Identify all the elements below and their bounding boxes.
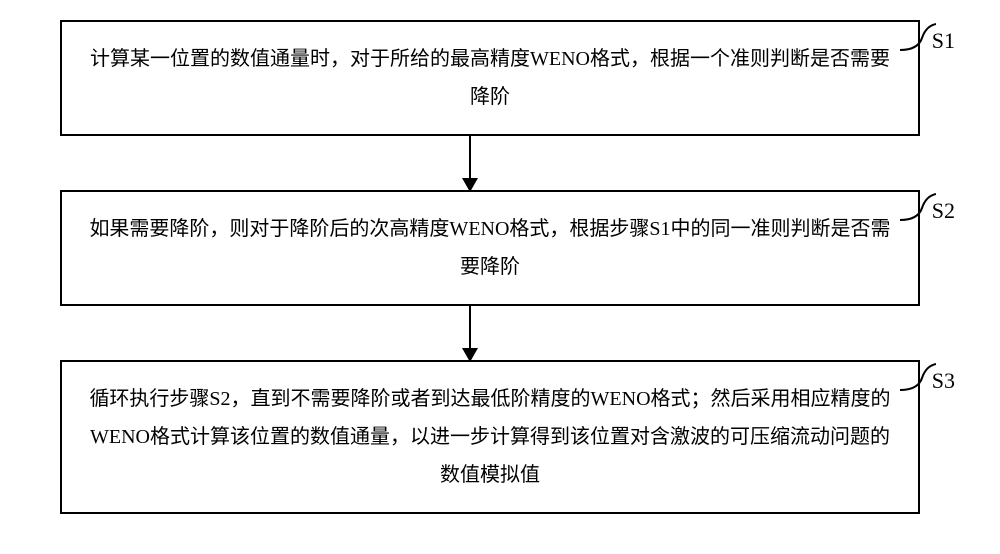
step-text-s2: 如果需要降阶，则对于降阶后的次高精度WENO格式，根据步骤S1中的同一准则判断是… (89, 218, 890, 278)
arrow-s2-s3 (469, 306, 471, 360)
arrow-container-1 (60, 136, 940, 190)
step-label-s1: S1 (932, 28, 955, 54)
curve-connector-s2 (900, 190, 936, 230)
flowchart-container: 计算某一位置的数值通量时，对于所给的最高精度WENO格式，根据一个准则判断是否需… (60, 20, 940, 514)
curve-connector-s1 (900, 20, 936, 60)
curve-connector-s3 (900, 360, 936, 400)
arrow-s1-s2 (469, 136, 471, 190)
step-row-s1: 计算某一位置的数值通量时，对于所给的最高精度WENO格式，根据一个准则判断是否需… (60, 20, 940, 136)
arrow-container-2 (60, 306, 940, 360)
step-row-s2: 如果需要降阶，则对于降阶后的次高精度WENO格式，根据步骤S1中的同一准则判断是… (60, 190, 940, 306)
step-row-s3: 循环执行步骤S2，直到不需要降阶或者到达最低阶精度的WENO格式；然后采用相应精… (60, 360, 940, 514)
step-text-s1: 计算某一位置的数值通量时，对于所给的最高精度WENO格式，根据一个准则判断是否需… (90, 48, 890, 108)
step-box-s1: 计算某一位置的数值通量时，对于所给的最高精度WENO格式，根据一个准则判断是否需… (60, 20, 920, 136)
step-text-s3: 循环执行步骤S2，直到不需要降阶或者到达最低阶精度的WENO格式；然后采用相应精… (89, 388, 890, 486)
step-label-s3: S3 (932, 368, 955, 394)
step-box-s3: 循环执行步骤S2，直到不需要降阶或者到达最低阶精度的WENO格式；然后采用相应精… (60, 360, 920, 514)
step-label-s2: S2 (932, 198, 955, 224)
step-box-s2: 如果需要降阶，则对于降阶后的次高精度WENO格式，根据步骤S1中的同一准则判断是… (60, 190, 920, 306)
